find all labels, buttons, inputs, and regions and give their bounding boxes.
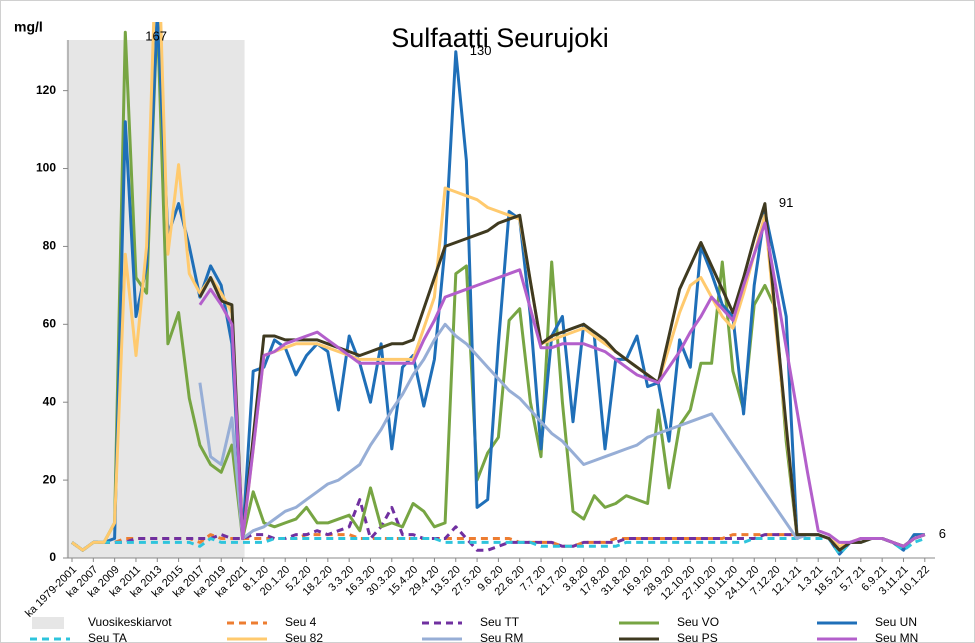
legend-label: Seu UN [875, 615, 917, 629]
legend-label: Seu VO [677, 615, 719, 629]
series-line [71, 537, 926, 556]
series-line [198, 202, 926, 552]
series-line [71, 498, 926, 552]
shaded-region [66, 40, 245, 558]
y-tick-label: 40 [43, 394, 57, 408]
data-label: 130 [470, 43, 492, 58]
legend-label: Seu TT [480, 615, 520, 629]
series-line [71, 22, 925, 556]
data-label: 167 [145, 28, 167, 43]
y-tick-label: 80 [43, 239, 57, 253]
legend-swatch [32, 617, 64, 629]
legend-label: Seu 4 [285, 615, 317, 629]
legend-label: Seu PS [677, 631, 718, 643]
y-tick-label: 20 [43, 472, 57, 486]
chart-title: Sulfaatti Seurujoki [391, 23, 609, 53]
legend-label: Seu RM [480, 631, 523, 643]
legend-label: Vuosikeskiarvot [88, 615, 172, 629]
legend-label: Seu TA [88, 631, 127, 643]
data-label: 91 [779, 195, 793, 210]
y-tick-label: 100 [36, 161, 56, 175]
legend-label: Seu 82 [285, 631, 323, 643]
y-tick-label: 120 [36, 83, 56, 97]
series-line [71, 533, 926, 552]
y-tick-label: 0 [49, 550, 56, 564]
plot-area [71, 22, 926, 556]
legend-label: Seu MN [875, 631, 918, 643]
data-label: 6 [939, 526, 946, 541]
y-axis-label: mg/l [14, 19, 43, 35]
y-tick-label: 60 [43, 316, 57, 330]
series-line [198, 221, 926, 548]
